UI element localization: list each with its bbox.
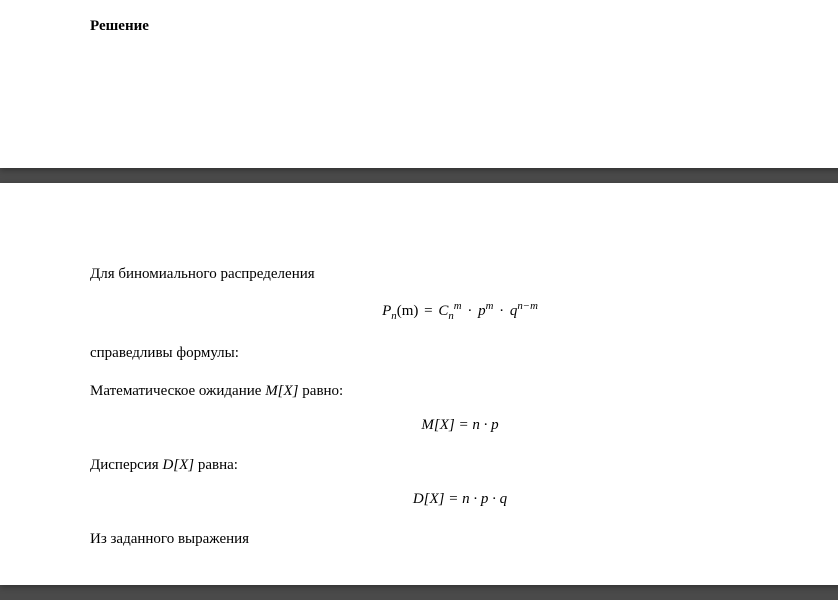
para-expectation-b: равно: <box>299 383 344 399</box>
heading-solution: Решение <box>90 18 830 35</box>
pmf-arg: (m) <box>397 303 419 319</box>
pmf-dot1: · <box>462 303 479 319</box>
pmf-eq: = <box>418 303 438 319</box>
mx-inline: M[X] <box>265 383 298 399</box>
para-expectation-a: Математическое ожидание <box>90 383 265 399</box>
formula-binomial-pmf: Pn(m) = Cnm · pm · qn−m <box>90 300 830 322</box>
pmf-P: P <box>382 303 391 319</box>
pmf-p: p <box>478 303 486 319</box>
pmf-C: C <box>438 303 448 319</box>
para-variance-label: Дисперсия D[X] равна: <box>90 454 830 477</box>
page-upper: Решение <box>0 0 838 168</box>
page-lower: Для биномиального распределения Pn(m) = … <box>0 183 838 585</box>
para-formulas-valid: справедливы формулы: <box>90 342 830 365</box>
para-binomial-intro: Для биномиального распределения <box>90 263 830 286</box>
pmf-q-sup: n−m <box>517 300 537 312</box>
para-from-expression: Из заданного выражения <box>90 528 830 551</box>
para-variance-b: равна: <box>194 457 238 473</box>
dx-inline: D[X] <box>162 457 194 473</box>
para-variance-a: Дисперсия <box>90 457 162 473</box>
pmf-C-sup: m <box>454 300 462 312</box>
para-expectation-label: Математическое ожидание M[X] равно: <box>90 380 830 403</box>
formula-variance: D[X] = n · p · q <box>90 491 830 508</box>
pmf-dot2: · <box>493 303 510 319</box>
formula-expectation: M[X] = n · p <box>90 417 830 434</box>
